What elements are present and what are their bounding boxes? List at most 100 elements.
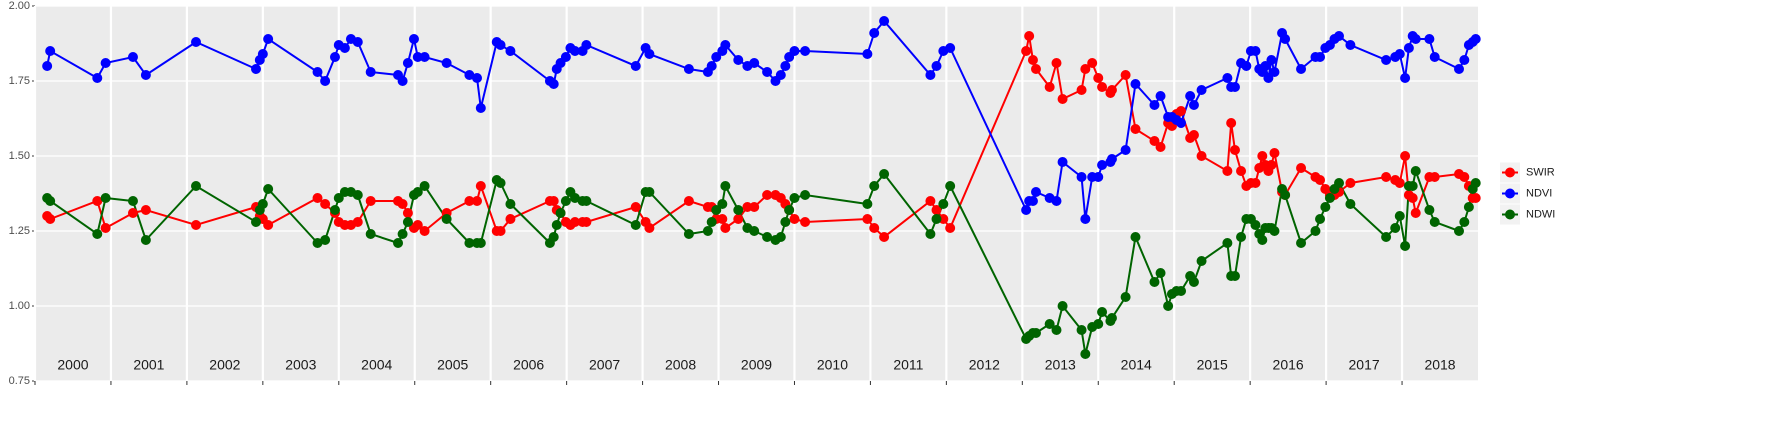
data-point: [555, 208, 566, 218]
legend-label: NDWI: [1526, 208, 1555, 220]
data-point: [1106, 313, 1117, 323]
data-point: [749, 202, 760, 212]
data-point: [560, 196, 571, 206]
data-point: [1196, 85, 1207, 95]
data-point: [720, 40, 731, 50]
data-point: [1459, 55, 1470, 65]
data-point: [1044, 82, 1055, 92]
data-point: [775, 232, 786, 242]
year-label: 2009: [741, 357, 772, 373]
year-label: 2018: [1424, 357, 1455, 373]
data-point: [548, 196, 559, 206]
data-point: [100, 193, 111, 203]
data-point: [1044, 319, 1055, 329]
data-point: [702, 226, 713, 236]
data-point: [1155, 268, 1166, 278]
data-point: [1400, 73, 1411, 83]
data-point: [862, 199, 873, 209]
data-point: [464, 238, 475, 248]
data-point: [1155, 91, 1166, 101]
data-point: [1030, 64, 1041, 74]
data-point: [320, 199, 331, 209]
data-point: [393, 238, 404, 248]
data-point: [569, 46, 580, 56]
data-point: [1403, 43, 1414, 53]
data-point: [1155, 142, 1166, 152]
data-point: [339, 43, 350, 53]
y-tick-label: 1.25: [9, 225, 30, 237]
data-point: [925, 229, 936, 239]
data-point: [1429, 52, 1440, 62]
data-point: [1080, 214, 1091, 224]
data-point: [329, 52, 340, 62]
data-point: [879, 169, 890, 179]
data-point: [1424, 205, 1435, 215]
data-point: [333, 193, 344, 203]
data-point: [548, 79, 559, 89]
data-point: [1097, 82, 1108, 92]
data-point: [1106, 85, 1117, 95]
year-label: 2012: [969, 357, 1000, 373]
data-point: [1263, 73, 1274, 83]
data-point: [1296, 64, 1307, 74]
data-point: [1027, 196, 1038, 206]
data-point: [717, 214, 728, 224]
data-point: [1236, 166, 1247, 176]
y-tick-label: 1.00: [9, 300, 30, 312]
data-point: [1381, 172, 1392, 182]
data-point: [312, 238, 323, 248]
year-label: 2010: [817, 357, 848, 373]
data-point: [45, 46, 56, 56]
data-point: [1051, 58, 1062, 68]
year-label: 2006: [513, 357, 544, 373]
data-point: [869, 223, 880, 233]
data-point: [1266, 55, 1277, 65]
data-point: [365, 67, 376, 77]
data-point: [495, 226, 506, 236]
data-point: [551, 220, 562, 230]
data-point: [1176, 286, 1187, 296]
data-point: [711, 52, 722, 62]
data-point: [720, 223, 731, 233]
data-point: [945, 43, 956, 53]
data-point: [191, 220, 202, 230]
data-point: [1188, 277, 1199, 287]
data-point: [1149, 136, 1160, 146]
data-point: [931, 61, 942, 71]
data-point: [925, 70, 936, 80]
data-point: [464, 70, 475, 80]
data-point: [127, 196, 138, 206]
data-point: [1021, 46, 1032, 56]
data-point: [1454, 64, 1465, 74]
data-point: [711, 205, 722, 215]
y-tick-label: 2.00: [9, 0, 30, 12]
data-point: [1120, 292, 1131, 302]
data-point: [1057, 157, 1068, 167]
data-point: [1266, 160, 1277, 170]
year-label: 2007: [589, 357, 620, 373]
data-point: [1315, 175, 1326, 185]
data-point: [412, 187, 423, 197]
data-point: [505, 199, 516, 209]
data-point: [1188, 100, 1199, 110]
data-point: [1241, 61, 1252, 71]
data-point: [1250, 178, 1261, 188]
data-point: [1030, 187, 1041, 197]
year-label: 2005: [437, 357, 468, 373]
y-tick-label: 1.75: [9, 75, 30, 87]
data-point: [1407, 193, 1418, 203]
data-point: [733, 214, 744, 224]
legend-dot: [1505, 188, 1515, 199]
data-point: [1400, 241, 1411, 251]
data-point: [472, 73, 483, 83]
data-point: [1076, 85, 1087, 95]
data-point: [683, 64, 694, 74]
data-point: [45, 214, 56, 224]
data-point: [1097, 307, 1108, 317]
data-point: [1269, 226, 1280, 236]
data-point: [862, 49, 873, 59]
data-point: [630, 220, 641, 230]
data-point: [569, 217, 580, 227]
data-point: [412, 52, 423, 62]
